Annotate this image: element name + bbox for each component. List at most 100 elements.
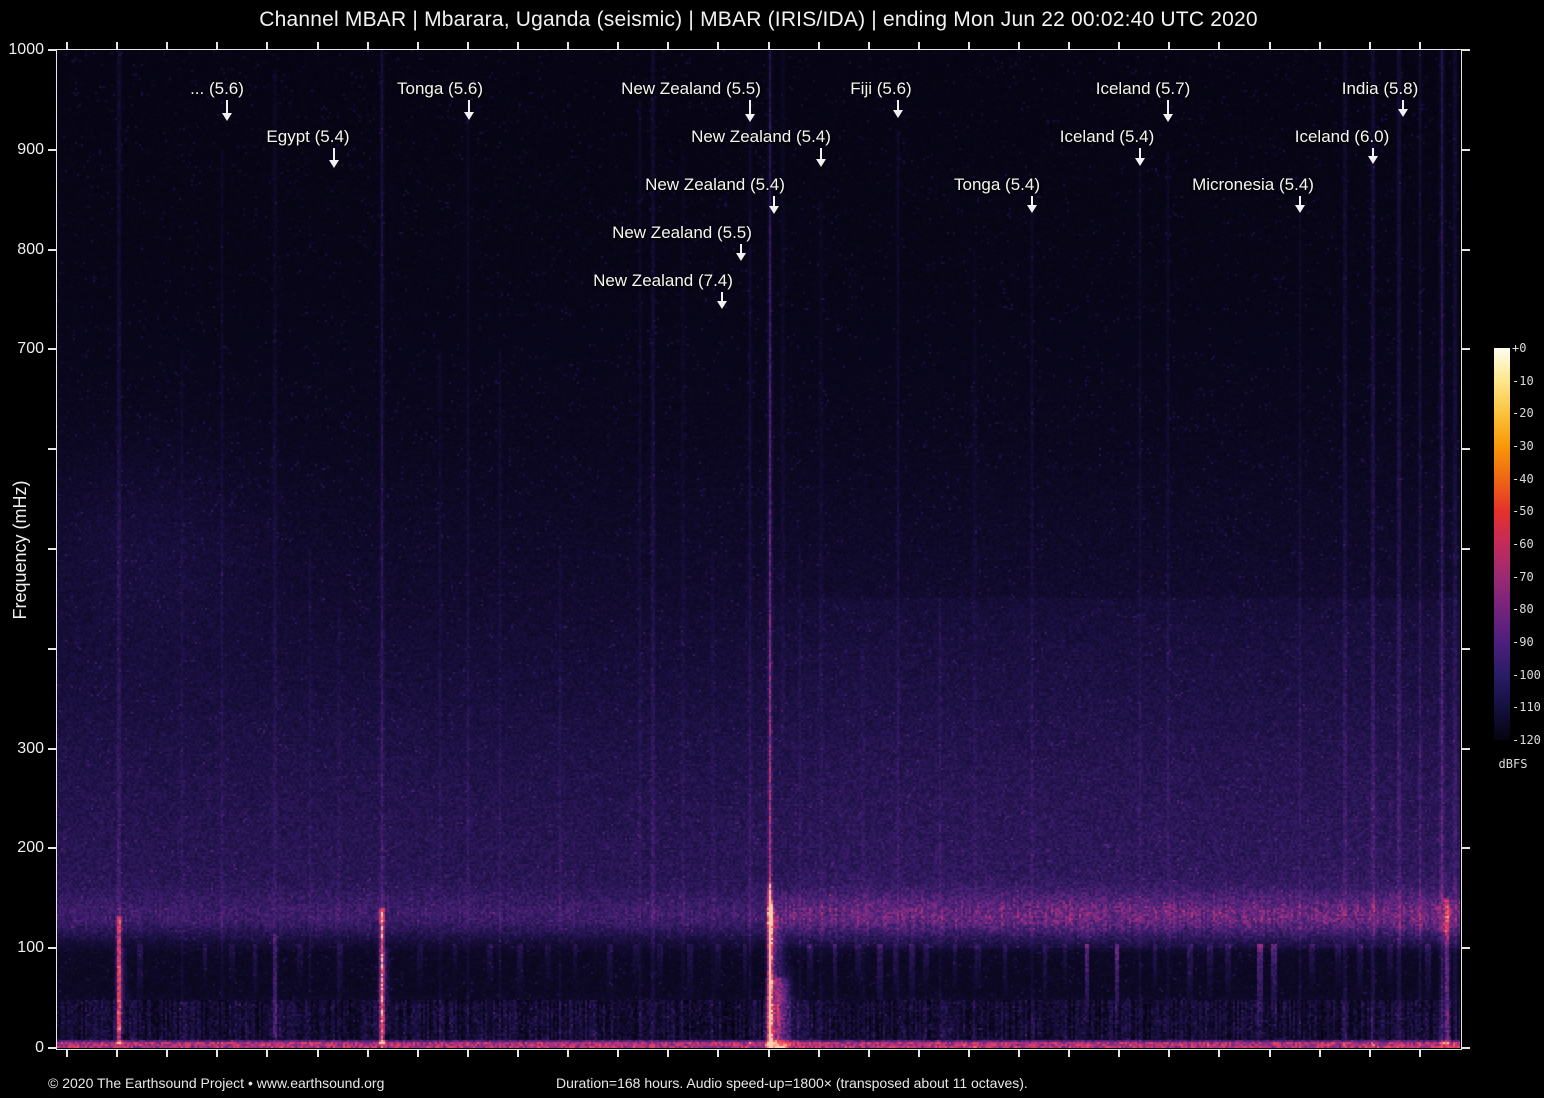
arrow-shaft bbox=[1167, 100, 1169, 114]
quake-label: Micronesia (5.4) bbox=[1192, 175, 1314, 194]
arrow-shaft bbox=[1402, 100, 1404, 109]
arrow-shaft bbox=[820, 148, 822, 159]
tick-mark bbox=[166, 42, 169, 49]
arrow-head bbox=[769, 206, 779, 214]
arrow-head bbox=[1295, 205, 1305, 213]
tick-mark bbox=[967, 1050, 970, 1057]
y-tick-label: 300 bbox=[17, 739, 44, 757]
tick-mark bbox=[1268, 1050, 1271, 1057]
quake-label: ... (5.6) bbox=[190, 79, 244, 98]
tick-mark bbox=[216, 1050, 219, 1057]
tick-mark bbox=[867, 1050, 870, 1057]
tick-mark bbox=[667, 1050, 670, 1057]
colorbar-tick-label: -20 bbox=[1512, 406, 1534, 421]
tick-mark bbox=[48, 548, 57, 550]
tick-mark bbox=[1068, 42, 1071, 49]
tick-mark bbox=[66, 42, 68, 49]
quake-label: Tonga (5.6) bbox=[397, 79, 483, 98]
tick-mark bbox=[1461, 847, 1470, 850]
arrow-shaft bbox=[333, 148, 335, 160]
quake-label: New Zealand (5.5) bbox=[621, 79, 761, 98]
tick-mark bbox=[667, 42, 670, 49]
tick-mark bbox=[1068, 1050, 1071, 1057]
tick-mark bbox=[48, 448, 57, 451]
colorbar-tick-label: -40 bbox=[1512, 471, 1534, 486]
colorbar bbox=[1494, 348, 1510, 740]
arrow-shaft bbox=[1372, 148, 1374, 156]
arrow-head bbox=[717, 301, 727, 309]
y-tick-label: 900 bbox=[17, 140, 44, 158]
arrow-head bbox=[736, 253, 746, 261]
tick-mark bbox=[1461, 448, 1470, 451]
tick-mark bbox=[366, 42, 369, 49]
quake-label: Iceland (6.0) bbox=[1294, 127, 1390, 146]
tick-mark bbox=[1168, 42, 1171, 49]
quake-arrow-icon bbox=[769, 196, 779, 214]
tick-mark bbox=[416, 1050, 419, 1057]
tick-mark bbox=[48, 248, 57, 251]
tick-mark bbox=[48, 1047, 57, 1049]
colorbar-tick-label: -110 bbox=[1512, 700, 1541, 715]
arrow-shaft bbox=[749, 100, 751, 114]
arrow-head bbox=[893, 110, 903, 118]
tick-mark bbox=[1168, 1050, 1171, 1057]
tick-mark bbox=[416, 42, 419, 49]
tick-mark bbox=[1461, 647, 1470, 650]
tick-mark bbox=[567, 1050, 570, 1057]
tick-mark bbox=[48, 647, 57, 650]
tick-mark bbox=[516, 42, 519, 49]
tick-mark bbox=[767, 1050, 770, 1057]
quake-arrow-icon bbox=[745, 100, 755, 122]
quake-label: Tonga (5.4) bbox=[954, 175, 1040, 194]
tick-mark bbox=[48, 847, 57, 850]
tick-mark bbox=[216, 42, 219, 49]
tick-mark bbox=[1118, 1050, 1121, 1057]
tick-mark bbox=[366, 1050, 369, 1057]
tick-mark bbox=[316, 1050, 319, 1057]
arrow-head bbox=[1368, 156, 1378, 164]
arrow-shaft bbox=[1299, 196, 1301, 205]
footer-copyright: © 2020 The Earthsound Project • www.eart… bbox=[48, 1075, 385, 1091]
y-tick-label: 0 bbox=[35, 1039, 44, 1056]
tick-mark bbox=[1418, 42, 1421, 49]
tick-mark bbox=[1461, 148, 1470, 151]
colorbar-tick-label: -50 bbox=[1512, 504, 1534, 519]
tick-mark bbox=[717, 1050, 720, 1057]
tick-mark bbox=[1461, 248, 1470, 251]
tick-mark bbox=[116, 42, 119, 49]
colorbar-tick-label: +0 bbox=[1512, 341, 1527, 355]
tick-mark bbox=[516, 1050, 519, 1057]
y-axis-title: Frequency (mHz) bbox=[10, 480, 30, 620]
arrow-shaft bbox=[721, 292, 723, 301]
quake-arrow-icon bbox=[893, 100, 903, 118]
colorbar-tick-label: -70 bbox=[1512, 569, 1534, 584]
quake-arrow-icon bbox=[464, 100, 474, 120]
y-tick-label: 100 bbox=[17, 939, 44, 957]
colorbar-tick-label: -60 bbox=[1512, 537, 1534, 551]
arrow-shaft bbox=[468, 100, 470, 112]
tick-mark bbox=[466, 42, 469, 49]
tick-mark bbox=[1368, 42, 1371, 49]
quake-label: New Zealand (7.4) bbox=[593, 271, 733, 290]
tick-mark bbox=[466, 1050, 469, 1057]
tick-mark bbox=[1018, 42, 1021, 49]
tick-mark bbox=[917, 42, 920, 49]
tick-mark bbox=[717, 42, 720, 49]
arrow-shaft bbox=[1139, 148, 1141, 158]
tick-mark bbox=[1461, 49, 1470, 51]
tick-mark bbox=[1218, 42, 1221, 49]
tick-mark bbox=[1461, 548, 1470, 550]
arrow-shaft bbox=[740, 244, 742, 253]
arrow-head bbox=[1163, 114, 1173, 122]
quake-arrow-icon bbox=[1368, 148, 1378, 164]
chart-title: Channel MBAR | Mbarara, Uganda (seismic)… bbox=[259, 8, 1258, 31]
quake-label: Egypt (5.4) bbox=[266, 127, 350, 146]
y-tick-label: 1000 bbox=[8, 41, 44, 58]
tick-mark bbox=[1368, 1050, 1371, 1057]
tick-mark bbox=[817, 42, 820, 49]
arrow-shaft bbox=[773, 196, 775, 206]
arrow-head bbox=[1135, 158, 1145, 166]
quake-arrow-icon bbox=[717, 292, 727, 309]
quake-arrow-icon bbox=[1295, 196, 1305, 213]
colorbar-tick-label: -80 bbox=[1512, 602, 1534, 617]
